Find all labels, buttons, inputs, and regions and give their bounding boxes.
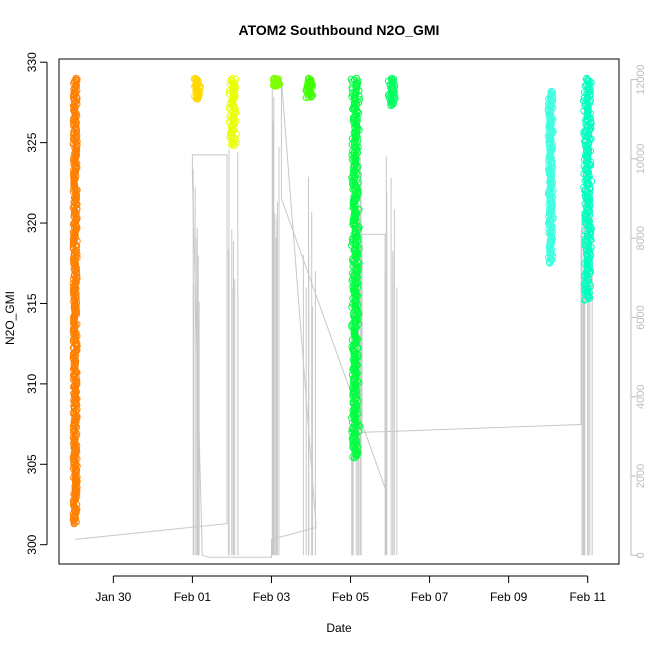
y2-tick-label: 10000	[635, 144, 647, 175]
data-point	[549, 89, 557, 97]
data-point	[349, 424, 357, 432]
series-5	[347, 74, 363, 462]
data-point	[73, 75, 81, 83]
data-point	[350, 359, 358, 366]
series-8	[580, 74, 596, 304]
x-tick-label: Jan 30	[95, 590, 131, 604]
series-4	[302, 74, 317, 102]
x-tick-label: Feb 07	[411, 590, 449, 604]
y2-tick-label: 12000	[635, 64, 647, 95]
y-tick-label: 305	[25, 454, 39, 474]
x-axis: Jan 30 Feb 01 Feb 03 Feb 05 Feb 07 Feb 09 Feb …	[95, 575, 606, 604]
x-axis-label: Date	[326, 621, 352, 635]
data-point	[348, 269, 356, 277]
data-point	[580, 130, 588, 138]
y2-tick-label: 8000	[635, 226, 647, 250]
data-point	[347, 75, 355, 83]
y-tick-label: 330	[25, 52, 39, 72]
data-point	[349, 116, 357, 124]
y-tick-label: 310	[25, 374, 39, 394]
data-point	[305, 74, 313, 82]
data-point	[547, 87, 555, 95]
series-2	[225, 74, 240, 150]
series-1	[190, 74, 204, 103]
data-point	[73, 146, 81, 154]
data-point	[353, 74, 360, 82]
data-point	[232, 75, 240, 83]
data-point	[350, 76, 358, 84]
x-tick-label: Feb 05	[332, 590, 370, 604]
data-point	[228, 74, 236, 82]
altitude-layer	[75, 79, 595, 558]
y-tick-label: 325	[25, 132, 39, 152]
y2-tick-label: 2000	[635, 464, 647, 488]
y-tick-label: 320	[25, 213, 39, 233]
data-point	[583, 115, 591, 123]
y2-tick-label: 0	[635, 552, 647, 558]
data-point	[355, 259, 363, 267]
altitude-line	[75, 79, 595, 558]
y-tick-label: 300	[25, 534, 39, 554]
y-tick-label: 315	[25, 293, 39, 313]
data-point	[354, 179, 362, 187]
data-point	[548, 88, 556, 96]
data-point	[274, 75, 282, 83]
x-tick-label: Feb 01	[174, 590, 212, 604]
data-point	[580, 128, 588, 136]
data-point	[72, 74, 80, 82]
series-7	[544, 87, 557, 267]
series-layer	[69, 74, 596, 528]
x-tick-label: Feb 09	[490, 590, 528, 604]
data-point	[584, 157, 592, 165]
y-axis-label: N2O_GMI	[3, 291, 17, 345]
y2-tick-label: 4000	[635, 384, 647, 408]
data-point	[271, 74, 279, 82]
data-point	[584, 76, 592, 84]
data-point	[70, 260, 78, 267]
data-point	[581, 227, 588, 235]
data-point	[547, 106, 555, 113]
series-3	[269, 74, 284, 90]
y2-tick-label: 6000	[635, 305, 647, 329]
series-6	[384, 74, 399, 110]
chart-title: ATOM2 Southbound N2O_GMI	[239, 22, 440, 38]
y2-axis: 0 2000 4000 6000 8000 10000 12000	[630, 64, 647, 558]
data-point	[230, 119, 238, 127]
data-point	[193, 75, 201, 83]
x-tick-label: Feb 03	[253, 590, 291, 604]
data-point	[227, 76, 235, 84]
data-point	[191, 74, 199, 82]
data-point	[583, 74, 591, 82]
data-point	[388, 74, 395, 82]
plot-frame	[58, 58, 620, 565]
x-tick-label: Feb 11	[569, 590, 606, 604]
series-0	[69, 74, 81, 528]
y-axis: 300 305 310 315 320 325 330	[25, 52, 48, 555]
